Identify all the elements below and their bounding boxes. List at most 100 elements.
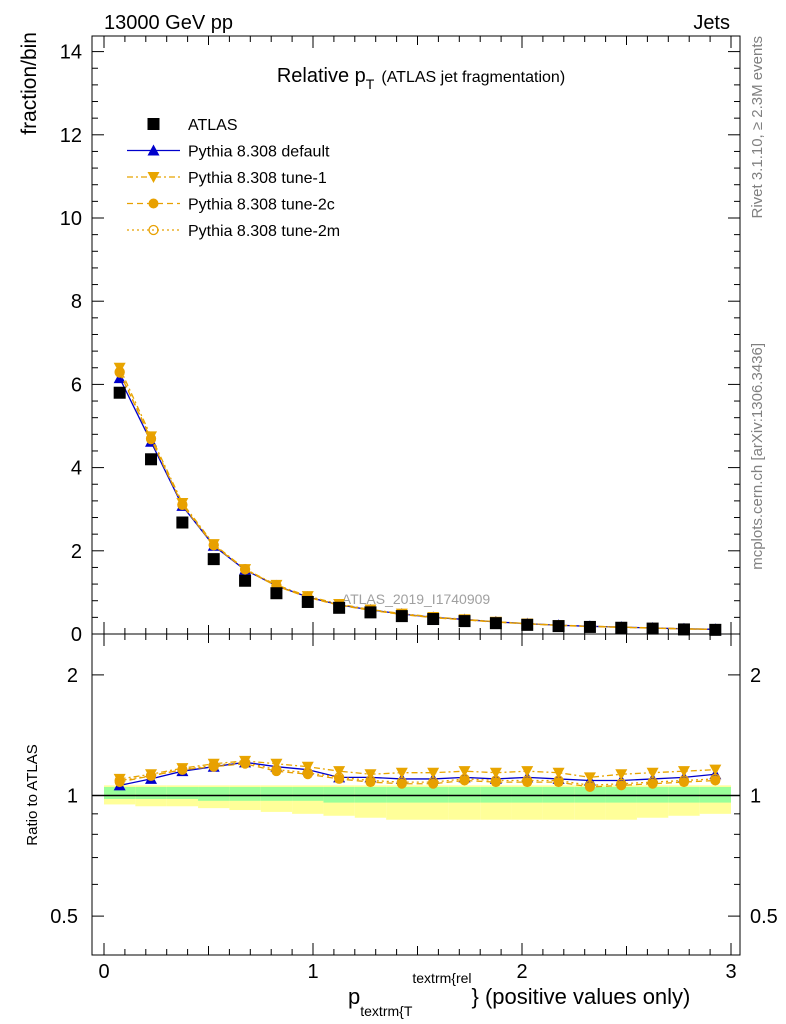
x-axis-label-sup: textrm{rel	[412, 970, 471, 986]
ratio-point	[301, 761, 314, 773]
y-tick-label: 4	[71, 458, 82, 480]
ratio-point	[646, 767, 659, 779]
ratio-point	[428, 776, 439, 788]
ratio-point	[396, 776, 407, 788]
ratio-point	[552, 767, 565, 779]
title-subscript: T	[366, 76, 375, 92]
ratio-point	[490, 775, 502, 786]
data-point	[646, 622, 659, 635]
ratio-point	[521, 766, 534, 778]
data-point	[489, 617, 502, 630]
y-tick-label: 14	[60, 42, 82, 64]
ratio-tick-label: 1	[67, 786, 78, 808]
ratio-point	[395, 767, 408, 779]
data-point	[176, 516, 189, 529]
stat-uncertainty-band	[292, 787, 324, 801]
legend-marker	[148, 224, 159, 236]
legend-label: Pythia 8.308 tune-2m	[188, 223, 340, 240]
series-line	[119, 367, 716, 630]
stat-uncertainty-band	[260, 787, 293, 801]
stat-uncertainty-band	[229, 787, 261, 801]
x-axis-label: ptextrm{T textrm{rel} (positive values on…	[348, 970, 690, 1019]
ratio-line	[119, 763, 716, 788]
series-pythia-8-308-tune-2c	[114, 367, 721, 793]
legend-item-atlas: ATLAS	[147, 117, 238, 134]
x-tick-label: 0	[98, 961, 109, 983]
x-tick-label: 2	[516, 961, 527, 983]
ratio-frame	[91, 633, 741, 956]
legend-marker	[148, 198, 159, 209]
stat-uncertainty-band	[198, 787, 230, 801]
ratio-tick-label: 2	[67, 665, 78, 687]
ratio-point	[709, 764, 722, 776]
ratio-point	[333, 766, 346, 778]
process-label: Jets	[693, 12, 730, 34]
data-point	[145, 433, 157, 444]
x-axis-label-main: p	[348, 984, 360, 1009]
mcplots-label: mcplots.cern.ch [arXiv:1306.3436]	[749, 343, 766, 570]
ratio-uncertainty-bands	[104, 785, 731, 820]
data-series	[113, 362, 722, 793]
ratio-point	[365, 775, 376, 786]
legend-marker	[147, 144, 160, 156]
ratio-point	[208, 760, 219, 771]
y-tick-label: 6	[71, 374, 82, 396]
ratio-axis-label: Ratio to ATLAS	[24, 744, 41, 845]
data-point	[364, 606, 377, 619]
legend-label: Pythia 8.308 tune-2c	[188, 197, 335, 214]
legend-item-pythia-8-308-tune-2m: Pythia 8.308 tune-2m	[127, 223, 340, 240]
ratio-point	[270, 758, 283, 770]
x-axis-label-rest: } (positive values only)	[472, 984, 691, 1009]
data-point	[333, 601, 346, 614]
ratio-line	[119, 760, 716, 780]
ratio-point	[553, 775, 564, 786]
data-point	[427, 613, 440, 626]
title-main: Relative p	[277, 65, 366, 87]
ratio-point	[522, 775, 533, 786]
ratio-tick-label-right: 2	[750, 665, 761, 687]
title-suffix: (ATLAS jet fragmentation)	[381, 69, 565, 86]
ratio-point	[333, 772, 345, 783]
ratio-line	[119, 761, 716, 787]
data-point	[552, 620, 565, 633]
data-point	[207, 553, 220, 566]
data-point	[521, 618, 534, 631]
stat-uncertainty-band	[135, 787, 167, 800]
ratio-point	[177, 764, 188, 775]
legend-item-pythia-8-308-default: Pythia 8.308 default	[127, 144, 330, 161]
ratio-tick-label-right: 1	[750, 786, 761, 808]
chart-title: Relative pT (ATLAS jet fragmentation)	[277, 65, 565, 92]
legend-label: Pythia 8.308 tune-1	[188, 170, 327, 187]
data-point	[677, 623, 690, 636]
x-tick-label: 3	[725, 961, 736, 983]
data-point	[145, 453, 158, 466]
ratio-point	[459, 773, 470, 785]
ratio-point	[364, 769, 377, 781]
ratio-point	[678, 775, 690, 786]
data-point	[208, 539, 219, 551]
legend-label: Pythia 8.308 default	[188, 144, 330, 161]
y-axis-label: fraction/bin	[18, 32, 41, 135]
analysis-label: ATLAS_2019_I1740909	[342, 591, 491, 607]
data-point	[270, 587, 283, 600]
legend-item-pythia-8-308-tune-1: Pythia 8.308 tune-1	[127, 170, 327, 187]
series-line	[119, 372, 716, 631]
data-point	[208, 540, 219, 551]
y-tick-label: 10	[60, 208, 82, 230]
x-axis-label-sub: textrm{T	[360, 1003, 413, 1019]
legend-marker	[147, 172, 160, 183]
ratio-point	[302, 767, 313, 778]
ratio-point	[458, 766, 471, 778]
data-point	[301, 595, 314, 608]
ratio-point	[177, 764, 188, 775]
ratio-point	[710, 773, 721, 785]
data-point	[113, 386, 126, 399]
ratio-point	[584, 780, 596, 791]
ratio-point	[489, 767, 502, 779]
ratio-point	[616, 778, 627, 789]
legend-marker	[147, 118, 160, 130]
series-pythia-8-308-tune-2m	[114, 366, 721, 791]
ratio-point	[271, 764, 282, 775]
ratio-point	[615, 769, 628, 781]
